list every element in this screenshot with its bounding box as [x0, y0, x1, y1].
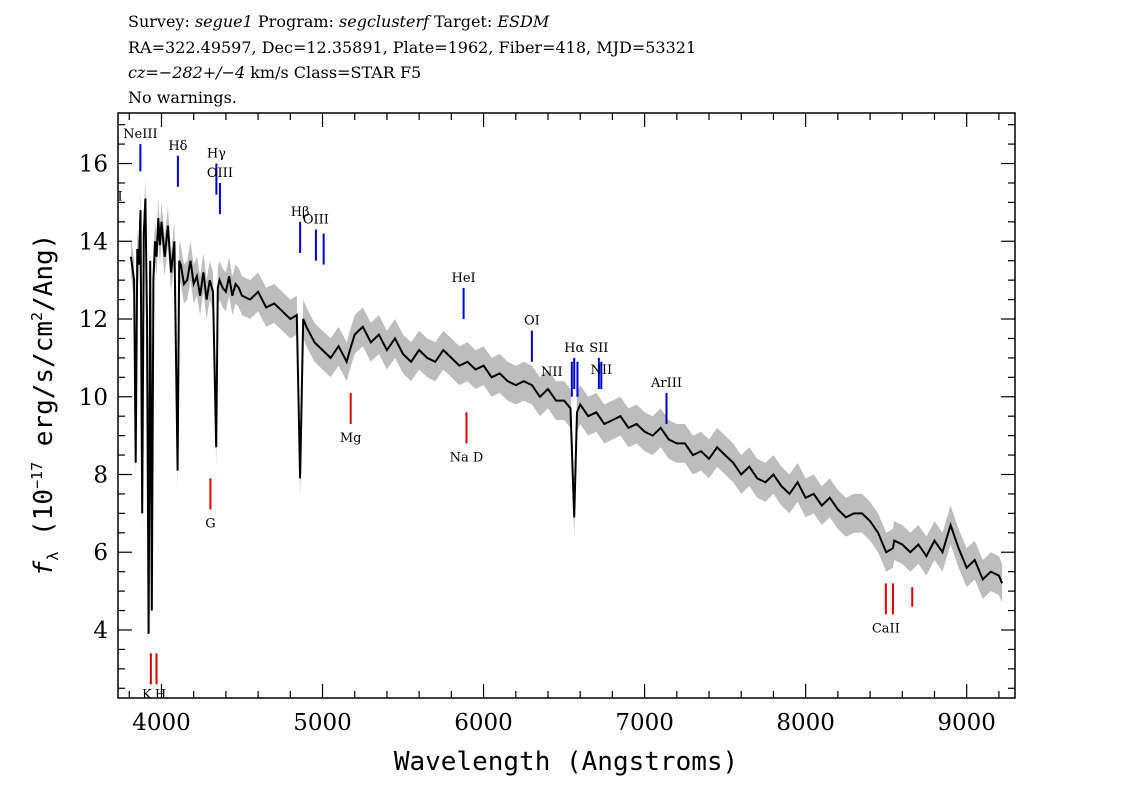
- cz-value: −282+/−4: [159, 63, 245, 82]
- header-line-survey: Survey: segue1 Program: segclusterf Targ…: [128, 12, 550, 31]
- y-tick-label-5: 14: [79, 229, 108, 255]
- x-axis-title: Wavelength (Angstroms): [394, 747, 738, 777]
- x-tick-label-0: 4000: [132, 710, 191, 736]
- x-tick-label-2: 6000: [454, 710, 513, 736]
- plot-frame: [117, 112, 1016, 699]
- y-tick-label-6: 16: [79, 152, 108, 178]
- x-tick-label-1: 5000: [293, 710, 352, 736]
- marker-label-6: OIII: [303, 213, 329, 228]
- y-tick-label-1: 6: [93, 540, 108, 566]
- marker-label-4: OIII: [207, 166, 233, 181]
- target-value: ESDM: [496, 12, 549, 31]
- axis-tick-labels: 4000 5000 6000 7000 8000 9000 4 6 8 10 12 14 16: [79, 152, 996, 736]
- survey-value: segue1: [195, 12, 253, 31]
- marker-label-22: K: [142, 687, 152, 702]
- x-tick-label-5: 9000: [937, 710, 996, 736]
- marker-label-19: CaII: [872, 621, 900, 636]
- marker-label-17: Na D: [450, 450, 484, 465]
- marker-label-2: Hδ: [168, 139, 187, 154]
- marker-label-13: SII: [589, 341, 608, 356]
- marker-label-1: II: [112, 189, 122, 204]
- marker-label-5: Hβ: [291, 205, 310, 220]
- marker-label-3: Hγ: [207, 147, 226, 162]
- marker-label-14: NII: [590, 363, 612, 378]
- y-tick-label-2: 8: [93, 462, 108, 488]
- y-tick-label-0: 4: [93, 618, 108, 644]
- marker-label-10: NII: [541, 365, 563, 380]
- marker-label-9: OI: [524, 314, 540, 329]
- marker-label-8: HeI: [452, 271, 476, 286]
- marker-label-16: Mg: [340, 431, 362, 446]
- marker-label-15: ArIII: [650, 376, 682, 391]
- marker-label-11: Hα: [564, 341, 584, 356]
- header-line-warnings: No warnings.: [128, 88, 237, 107]
- marker-label-23: H: [155, 687, 166, 702]
- header-line-redshift: cz=−282+/−4 km/s Class=STAR F5: [128, 63, 421, 82]
- x-tick-label-3: 7000: [615, 710, 674, 736]
- spectrum-line: [129, 198, 1004, 634]
- x-tick-label-4: 8000: [776, 710, 835, 736]
- error-band: [130, 179, 1003, 654]
- marker-label-18: G: [205, 516, 215, 531]
- y-axis-title: fλ (10−17 erg/s/cm2/Ang): [28, 234, 62, 577]
- y-tick-label-3: 10: [79, 385, 108, 411]
- program-value: segclusterf: [339, 12, 432, 31]
- axis-ticks: [118, 113, 1015, 698]
- marker-label-0: NeIII: [123, 127, 157, 142]
- y-tick-label-4: 12: [79, 307, 108, 333]
- header-line-coords: RA=322.49597, Dec=12.35891, Plate=1962, …: [128, 38, 696, 57]
